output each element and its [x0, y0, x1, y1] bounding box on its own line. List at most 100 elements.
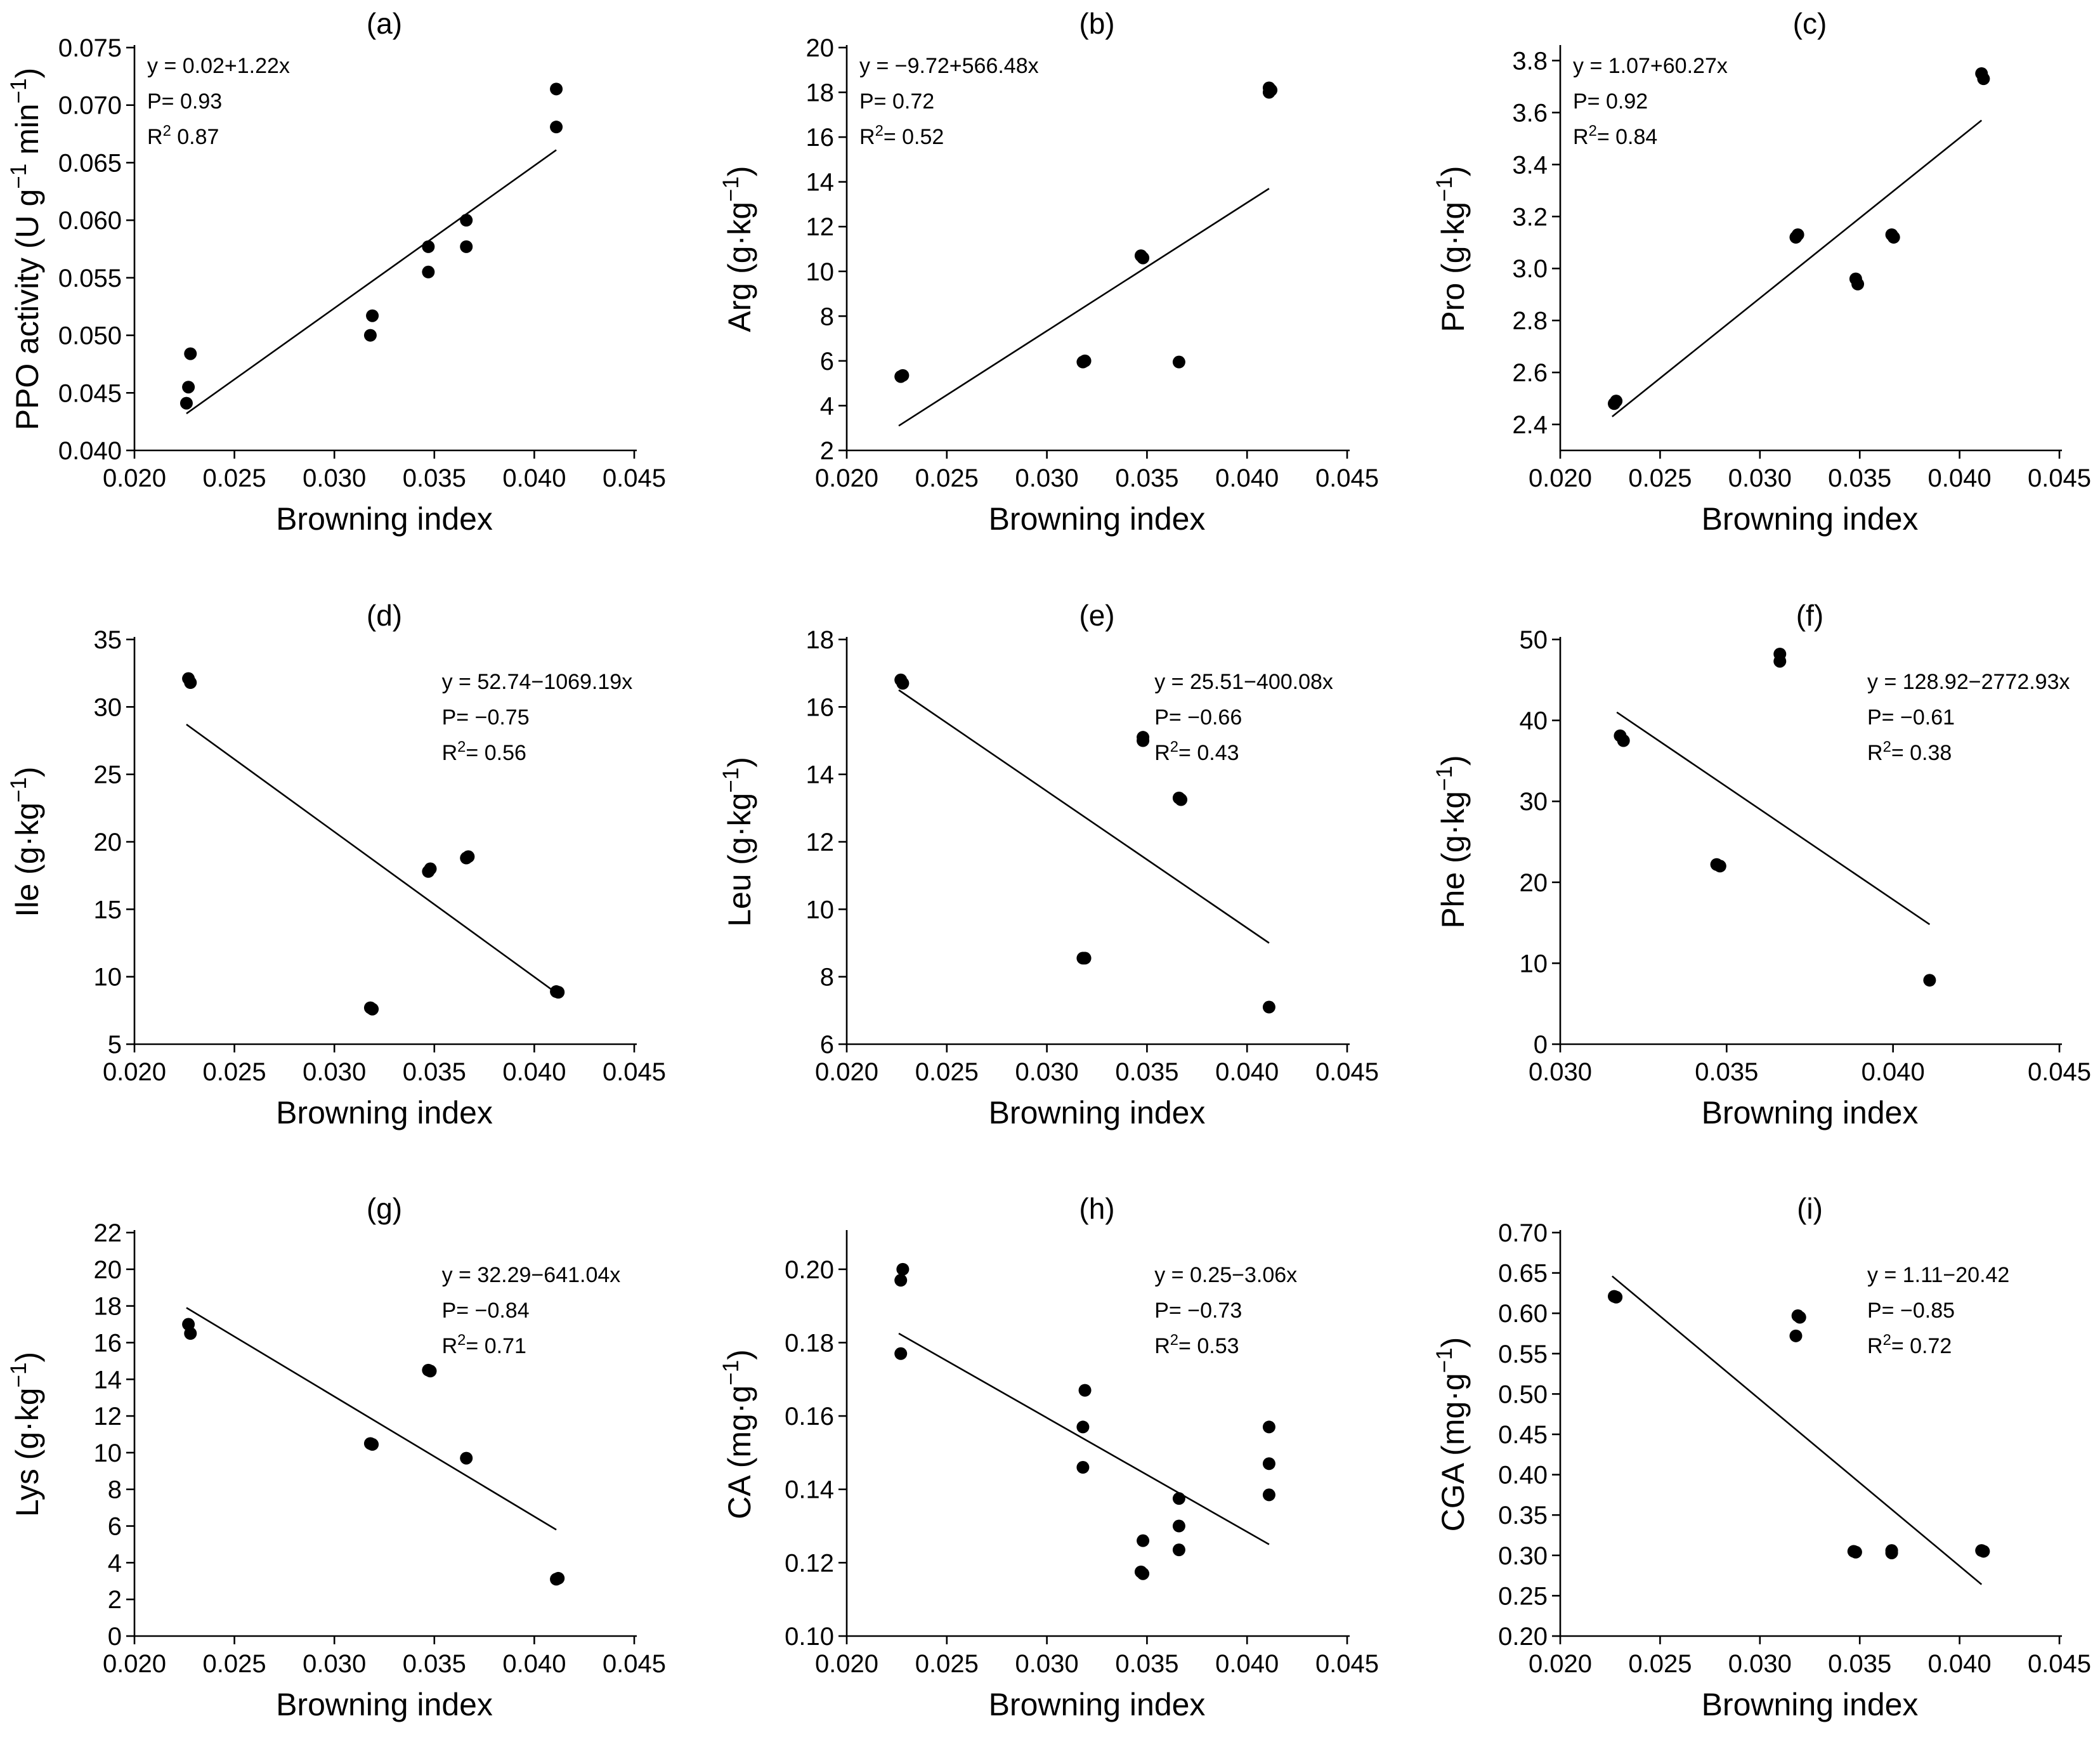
- regression-line: [186, 149, 557, 415]
- y-tick-label: 14: [94, 1366, 122, 1394]
- regression-line: [186, 723, 557, 994]
- y-tick-label: 0.60: [1498, 1300, 1548, 1328]
- data-point: [1262, 1420, 1275, 1434]
- y-tick-label: 2.8: [1512, 307, 1548, 335]
- panel-i: 0.020 0.025 0.030 0.035 0.040 0.045 0.20 0.25 0.…: [1432, 1192, 2092, 1722]
- r-squared: R2= 0.53: [1154, 1332, 1239, 1359]
- panel-c: 0.020 0.025 0.030 0.035 0.040 0.045 2.4 2.6 2.8 3…: [1432, 7, 2092, 537]
- r-squared: R2= 0.72: [1867, 1332, 1952, 1359]
- data-point: [1610, 395, 1623, 408]
- x-tick-label: 0.035: [403, 464, 466, 492]
- y-axis-title: Arg (g·kg−1): [719, 166, 758, 332]
- x-axis-title: Browning index: [276, 501, 493, 537]
- x-tick-label: 0.040: [1215, 1650, 1279, 1678]
- x-axis-title: Browning index: [1702, 501, 1919, 537]
- data-point: [1137, 1534, 1150, 1547]
- y-tick-label: 0.10: [785, 1623, 834, 1651]
- x-tick-label: 0.035: [1695, 1058, 1758, 1086]
- regression-line: [1612, 1275, 1983, 1585]
- x-tick-label: 0.040: [1215, 464, 1279, 492]
- y-tick-label: 10: [94, 964, 122, 992]
- data-point: [184, 676, 197, 690]
- y-tick-label: 15: [94, 896, 122, 924]
- correlation-p: P= −0.75: [442, 705, 530, 730]
- x-tick-label: 0.025: [915, 1058, 979, 1086]
- y-tick-label: 16: [806, 693, 835, 721]
- regression-equation: y = 0.25−3.06x: [1154, 1263, 1297, 1287]
- x-tick-label: 0.040: [1215, 1058, 1279, 1086]
- regression-equation: y = 1.11−20.42: [1867, 1263, 2009, 1287]
- data-point: [1265, 84, 1278, 97]
- y-tick-label: 50: [1520, 626, 1548, 654]
- y-tick-label: 14: [806, 761, 835, 789]
- x-tick-label: 0.030: [1529, 1058, 1592, 1086]
- data-point: [1977, 1545, 1990, 1558]
- y-tick-label: 3.8: [1512, 47, 1548, 75]
- data-point: [1175, 793, 1188, 806]
- y-tick-label: 2: [820, 437, 834, 465]
- x-tick-label: 0.025: [915, 464, 979, 492]
- data-point: [1887, 231, 1900, 244]
- y-tick-label: 0.25: [1498, 1582, 1548, 1610]
- r-squared: R2= 0.56: [442, 738, 526, 766]
- data-point: [1262, 1457, 1275, 1470]
- x-tick-label: 0.030: [1015, 464, 1079, 492]
- y-tick-label: 30: [1520, 788, 1548, 816]
- y-tick-label: 3.2: [1512, 203, 1548, 231]
- data-point: [1977, 72, 1990, 86]
- y-tick-label: 16: [94, 1329, 122, 1357]
- data-point: [1885, 1546, 1898, 1559]
- data-point: [1134, 1565, 1147, 1578]
- y-axis-title: PPO activity (U g−1 min−1): [6, 68, 46, 431]
- y-tick-label: 20: [94, 1256, 122, 1284]
- y-axis-title: Lys (g·kg−1): [6, 1352, 46, 1517]
- y-tick-label: 0.075: [58, 34, 122, 62]
- y-tick-label: 0.16: [785, 1403, 834, 1431]
- y-tick-label: 25: [94, 761, 122, 789]
- y-tick-label: 0.065: [58, 149, 122, 177]
- regression-equation: y = −9.72+566.48x: [859, 54, 1039, 78]
- panel-label: (g): [367, 1192, 402, 1225]
- panel-d: 0.020 0.025 0.030 0.035 0.040 0.045 5 10 15 20 25 3…: [6, 599, 667, 1130]
- y-tick-label: 0.045: [58, 379, 122, 407]
- data-point: [894, 1274, 908, 1287]
- panel-label: (b): [1079, 7, 1114, 40]
- x-axis-title: Browning index: [276, 1095, 493, 1130]
- x-axis-title: Browning index: [276, 1687, 493, 1722]
- y-tick-label: 0.55: [1498, 1340, 1548, 1368]
- correlation-p: P= 0.72: [859, 89, 934, 114]
- x-tick-label: 0.045: [603, 1650, 666, 1678]
- regression-line: [898, 689, 1270, 944]
- correlation-p: P= 0.93: [147, 89, 222, 114]
- y-axis-title: Ile (g·kg−1): [6, 766, 46, 917]
- data-point: [1172, 1492, 1185, 1505]
- x-tick-label: 0.030: [1015, 1650, 1079, 1678]
- y-tick-label: 5: [108, 1031, 122, 1059]
- y-tick-label: 10: [94, 1439, 122, 1467]
- panel-g: 0.020 0.025 0.030 0.035 0.040 0.045 0 2 4 6 8 10 12 1…: [6, 1192, 667, 1722]
- regression-equation: y = 128.92−2772.93x: [1867, 670, 2070, 694]
- y-tick-label: 22: [94, 1219, 122, 1247]
- x-tick-label: 0.025: [203, 1058, 266, 1086]
- y-tick-label: 0.20: [785, 1256, 834, 1284]
- data-point: [462, 850, 475, 863]
- y-tick-label: 0.040: [58, 437, 122, 465]
- x-tick-label: 0.030: [1728, 464, 1792, 492]
- panel-d-axes: [133, 637, 637, 1045]
- regression-line: [898, 1332, 1270, 1545]
- data-point: [1076, 1461, 1090, 1474]
- x-tick-label: 0.035: [1115, 1058, 1178, 1086]
- regression-line: [1616, 711, 1931, 926]
- x-tick-label: 0.020: [1529, 1650, 1592, 1678]
- y-tick-label: 0: [108, 1623, 122, 1651]
- y-tick-label: 12: [806, 828, 835, 856]
- correlation-p: P= −0.61: [1867, 705, 1955, 730]
- data-point: [550, 82, 563, 96]
- regression-equation: y = 25.51−400.08x: [1154, 670, 1333, 694]
- x-tick-label: 0.030: [303, 1058, 366, 1086]
- data-point: [894, 1347, 908, 1360]
- x-tick-label: 0.020: [103, 464, 166, 492]
- data-point: [182, 381, 195, 394]
- y-tick-label: 0.35: [1498, 1502, 1548, 1529]
